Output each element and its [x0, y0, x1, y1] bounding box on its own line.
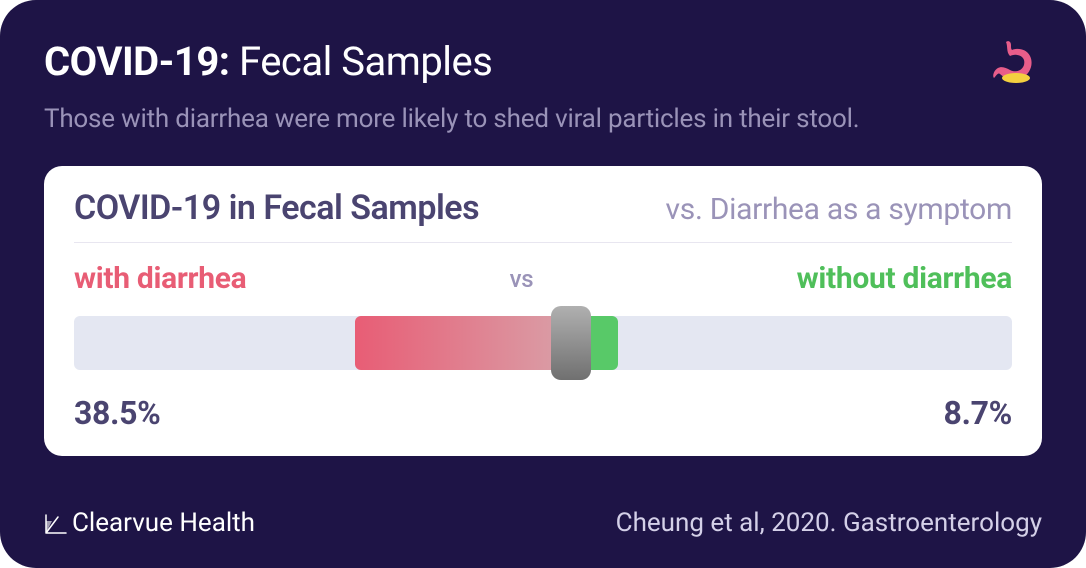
bar-handle: [551, 306, 591, 380]
citation: Cheung et al, 2020. Gastroenterology: [616, 508, 1042, 538]
footer: Clearvue Health Cheung et al, 2020. Gast…: [44, 480, 1042, 538]
subtitle: Those with diarrhea were more likely to …: [44, 104, 1042, 134]
panel-title-right: vs. Diarrhea as a symptom: [666, 192, 1012, 227]
stomach-base: [1002, 73, 1030, 83]
panel-divider: [74, 242, 1012, 243]
values-row: 38.5% 8.7%: [74, 394, 1012, 432]
header-row: COVID-19: Fecal Samples: [44, 38, 1042, 90]
right-value: 8.7%: [944, 394, 1012, 432]
bar-left: [355, 316, 571, 370]
title-bold: COVID-19:: [44, 38, 230, 85]
panel-header: COVID-19 in Fecal Samples vs. Diarrhea a…: [74, 188, 1012, 242]
right-label: without diarrhea: [797, 261, 1012, 296]
left-value: 38.5%: [74, 394, 161, 432]
brand: Clearvue Health: [44, 508, 255, 538]
stomach-icon: [986, 34, 1042, 90]
title-rest: Fecal Samples: [230, 38, 493, 85]
bar-track: [74, 316, 1012, 370]
infographic-card: COVID-19: Fecal Samples Those with diarr…: [0, 0, 1086, 568]
brand-logo-icon: [44, 511, 68, 535]
left-label: with diarrhea: [74, 261, 246, 296]
page-title: COVID-19: Fecal Samples: [44, 38, 492, 86]
panel-title-left: COVID-19 in Fecal Samples: [74, 188, 479, 228]
labels-row: with diarrhea vs without diarrhea: [74, 261, 1012, 296]
brand-text: Clearvue Health: [72, 508, 255, 538]
vs-label: vs: [510, 265, 534, 293]
comparison-panel: COVID-19 in Fecal Samples vs. Diarrhea a…: [44, 166, 1042, 456]
